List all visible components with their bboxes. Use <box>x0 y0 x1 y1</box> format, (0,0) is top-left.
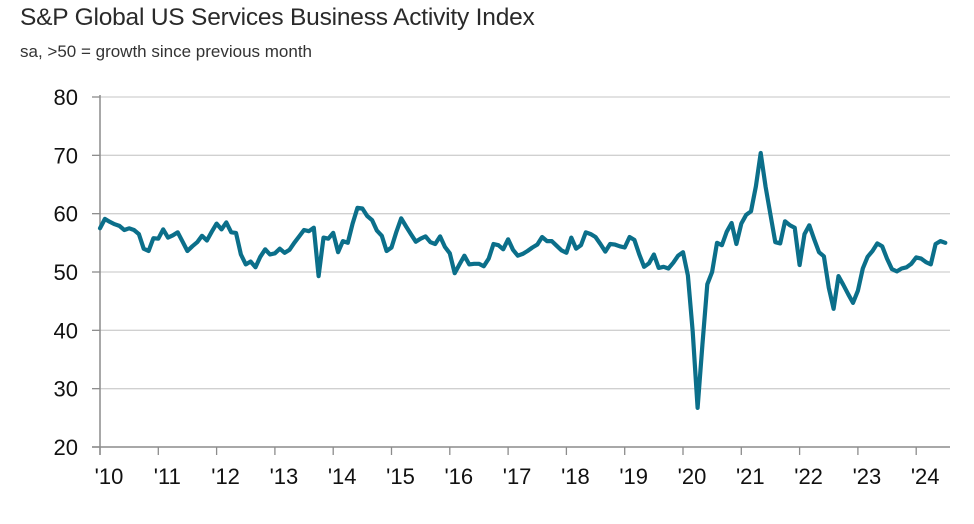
x-tick-label: '10 <box>95 464 124 489</box>
x-tick-label: '18 <box>561 464 590 489</box>
x-tick-label: '11 <box>154 464 181 489</box>
x-tick-label: '16 <box>444 464 473 489</box>
x-tick-label: '22 <box>794 464 823 489</box>
y-tick-label: 20 <box>54 435 78 460</box>
x-axis: '10 '11 '12 '13 '14 '15 '16 '17 '18 '19 '20 '21 '22 '… <box>92 446 950 489</box>
y-tick-label: 80 <box>54 85 78 110</box>
series-group <box>97 150 948 410</box>
x-tick-label: '13 <box>270 464 299 489</box>
x-tick-label: '14 <box>328 464 357 489</box>
x-tick-label: '23 <box>853 464 882 489</box>
x-tick-label: '19 <box>619 464 648 489</box>
x-tick-label: '21 <box>736 464 765 489</box>
x-tick-label: '24 <box>911 464 940 489</box>
y-tick-label: 50 <box>54 260 78 285</box>
x-tick-label: '17 <box>503 464 532 489</box>
y-tick-label: 40 <box>54 318 78 343</box>
y-tick-label: 30 <box>54 377 78 402</box>
y-tick-label: 60 <box>54 202 78 227</box>
x-tick-label: '15 <box>386 464 415 489</box>
chart-subtitle: sa, >50 = growth since previous month <box>20 42 312 61</box>
y-tick-label: 70 <box>54 143 78 168</box>
x-tick-label: '12 <box>211 464 240 489</box>
gridlines <box>100 96 950 390</box>
x-tick-label: '20 <box>678 464 707 489</box>
chart-title: S&P Global US Services Business Activity… <box>20 4 535 31</box>
y-axis: 80 70 60 50 40 30 20 <box>54 85 101 460</box>
series-line <box>97 150 948 410</box>
